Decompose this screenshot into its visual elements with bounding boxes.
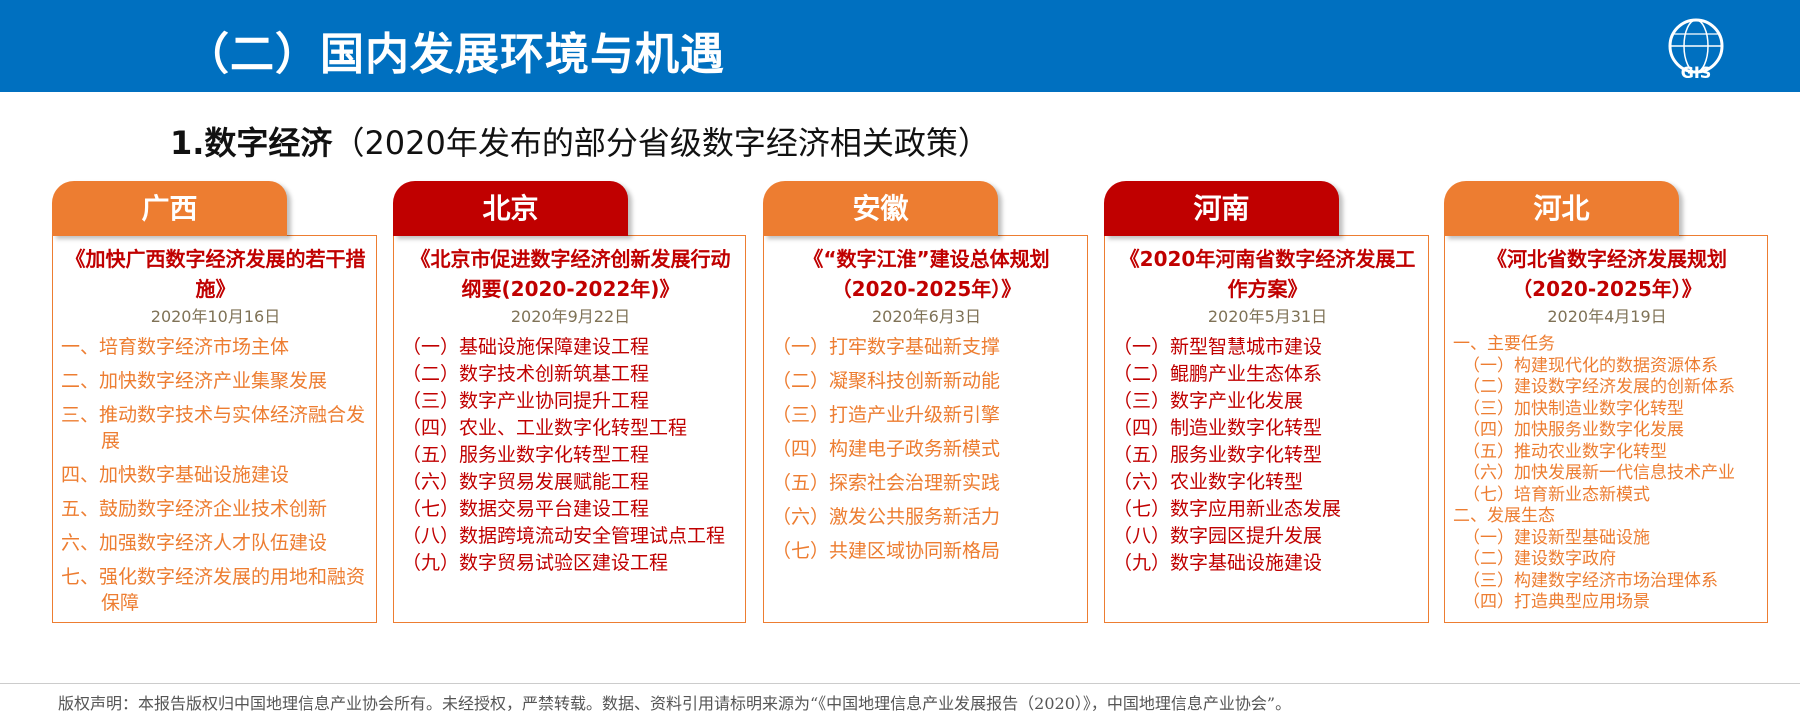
- region-tab: 河南: [1104, 181, 1339, 236]
- policy-item: （三）加快制造业数字化转型: [1463, 398, 1684, 419]
- policy-item: （四）打造典型应用场景: [1463, 592, 1650, 612]
- policy-item: （四）制造业数字化转型: [1113, 417, 1323, 439]
- policy-item: 一、培育数字经济市场主体: [61, 336, 290, 358]
- policy-box: 《北京市促进数字经济创新发展行动纲要(2020-2022年)》 2020年9月22…: [393, 235, 746, 623]
- policy-item: （六）加快发展新一代信息技术产业: [1463, 463, 1735, 483]
- policy-title: 《河北省数字经济发展规划（2020-2025年）》: [1487, 247, 1727, 301]
- policy-date: 2020年6月3日: [871, 307, 982, 326]
- policy-date: 2020年5月31日: [1207, 307, 1328, 326]
- policy-item: （九）数字贸易试验区建设工程: [402, 552, 669, 574]
- policy-item: （二）凝聚科技创新新动能: [772, 370, 1001, 392]
- policy-item: 五、鼓励数字经济企业技术创新: [61, 498, 328, 520]
- subtitle-bold: 1.数字经济: [170, 124, 333, 162]
- policy-item: 二、发展生态: [1453, 506, 1555, 526]
- policy-item: （三）构建数字经济市场治理体系: [1463, 570, 1718, 591]
- policy-box: 《“数字江淮”建设总体规划（2020-2025年）》 2020年6月3日 （一）打牢…: [763, 235, 1088, 623]
- policy-item: （九）数字基础设施建设: [1113, 552, 1323, 574]
- policy-box: 《加快广西数字经济发展的若干措施》 2020年10月16日一、培育数字经济市场主体…: [52, 235, 377, 623]
- footer-divider: [0, 683, 1800, 684]
- gis-logo-icon: GIS: [1668, 18, 1724, 82]
- policy-item: （四）加快服务业数字化发展: [1463, 420, 1684, 440]
- policy-date: 2020年4月19日: [1547, 307, 1667, 326]
- policy-item: （八）数据跨境流动安全管理试点工程: [402, 525, 726, 547]
- policy-item: （八）数字园区提升发展: [1113, 525, 1323, 547]
- region-tab: 河北: [1444, 181, 1679, 236]
- policy-item: （二）鲲鹏产业生态体系: [1113, 363, 1323, 385]
- policy-title: 《北京市促进数字经济创新发展行动纲要(2020-2022年)》: [410, 247, 731, 301]
- policy-item: （二）建设数字政府: [1463, 549, 1616, 569]
- policy-item: （三）打造产业升级新引擎: [772, 404, 1001, 426]
- policy-item: （五）服务业数字化转型工程: [402, 444, 650, 466]
- policy-item: （一）建设新型基础设施: [1463, 527, 1650, 548]
- policy-item: （五）服务业数字化转型: [1113, 444, 1323, 466]
- policy-item: 七、强化数字经济发展的用地和融资保障: [61, 566, 366, 614]
- policy-box: 《河北省数字经济发展规划（2020-2025年）》 2020年4月19日一、主要任…: [1444, 235, 1768, 623]
- policy-item: （六）数字贸易发展赋能工程: [402, 471, 650, 493]
- policy-item: （四）农业、工业数字化转型工程: [402, 417, 688, 439]
- policy-title: 《2020年河南省数字经济发展工作方案》: [1119, 247, 1416, 301]
- policy-item: （一）构建现代化的数据资源体系: [1463, 355, 1718, 376]
- header-bar: （二）国内发展环境与机遇 GIS: [0, 0, 1800, 92]
- policy-item: （三）数字产业化发展: [1113, 390, 1304, 412]
- policy-date: 2020年9月22日: [510, 307, 631, 326]
- policy-item: （一）新型智慧城市建设: [1113, 336, 1323, 358]
- policy-item: （一）基础设施保障建设工程: [402, 336, 650, 358]
- policy-item: （四）构建电子政务新模式: [772, 438, 1001, 460]
- region-tab: 安徽: [763, 181, 998, 236]
- policy-item: （二）数字技术创新筑基工程: [402, 363, 650, 385]
- region-tab: 广西: [52, 181, 287, 236]
- policy-item: （六）农业数字化转型: [1113, 471, 1304, 493]
- subtitle-rest: （2020年发布的部分省级数字经济相关政策）: [332, 124, 990, 162]
- policy-item: （三）数字产业协同提升工程: [402, 390, 650, 412]
- policy-item: （七）共建区域协同新格局: [772, 540, 1001, 562]
- copyright-footer: 版权声明：本报告版权归中国地理信息产业协会所有。未经授权，严禁转载。数据、资料引…: [58, 694, 1292, 713]
- policy-item: （七）数据交易平台建设工程: [402, 498, 650, 520]
- policy-item: 二、加快数字经济产业集聚发展: [61, 370, 328, 392]
- policy-item: （一）打牢数字基础新支撑: [772, 336, 1001, 358]
- policy-date: 2020年10月16日: [150, 307, 281, 326]
- svg-text:GIS: GIS: [1681, 63, 1712, 82]
- policy-box: 《2020年河南省数字经济发展工作方案》 2020年5月31日 （一）新型智慧城市建…: [1104, 235, 1429, 623]
- section-subtitle: 1.数字经济（2020年发布的部分省级数字经济相关政策）: [170, 118, 990, 164]
- policy-item: 六、加强数字经济人才队伍建设: [61, 532, 328, 554]
- page-title: （二）国内发展环境与机遇: [185, 29, 725, 80]
- policy-title: 《“数字江淮”建设总体规划（2020-2025年）》: [803, 247, 1050, 301]
- policy-item: （七）培育新业态新模式: [1463, 484, 1650, 505]
- policy-item: （五）探索社会治理新实践: [772, 472, 1001, 494]
- policy-item: 一、主要任务: [1453, 334, 1555, 354]
- policy-item: （七）数字应用新业态发展: [1113, 498, 1342, 520]
- policy-item: （二）建设数字经济发展的创新体系: [1463, 377, 1735, 397]
- policy-item: 三、推动数字技术与实体经济融合发展: [61, 404, 366, 452]
- policy-item: （五）推动农业数字化转型: [1463, 441, 1667, 462]
- region-tab: 北京: [393, 181, 628, 236]
- policy-title: 《加快广西数字经济发展的若干措施》: [65, 247, 366, 301]
- policy-item: 四、加快数字基础设施建设: [61, 464, 290, 486]
- policy-item: （六）激发公共服务新活力: [772, 506, 1001, 528]
